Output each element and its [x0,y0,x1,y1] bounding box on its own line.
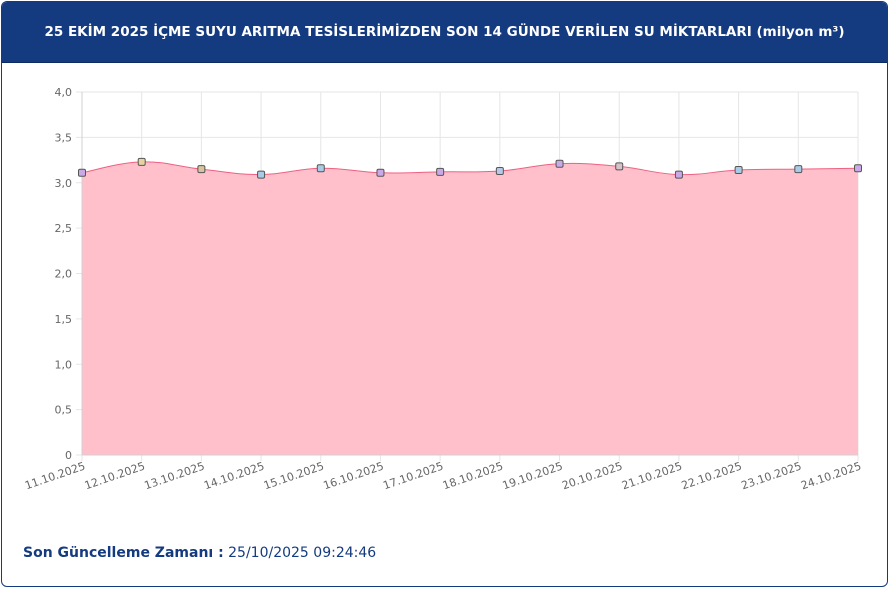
x-tick-label: 19.10.2025 [501,460,565,493]
x-tick-label: 20.10.2025 [560,460,624,493]
y-tick-label: 0 [65,449,72,462]
y-tick-label: 1,5 [55,313,73,326]
y-tick-label: 2,5 [55,222,73,235]
chart-header: 25 EKİM 2025 İÇME SUYU ARITMA TESİSLERİM… [2,2,887,63]
last-update-label: Son Güncelleme Zamanı : [23,545,224,561]
chart-title: 25 EKİM 2025 İÇME SUYU ARITMA TESİSLERİM… [44,24,845,40]
data-point [78,168,86,177]
y-tick-label: 3,0 [55,177,73,190]
data-point [257,170,266,179]
y-tick-label: 1,0 [55,358,73,371]
x-tick-label: 22.10.2025 [680,460,744,493]
series-line [81,161,859,176]
y-tick-label: 2,0 [55,268,73,281]
data-point [674,170,683,179]
y-tick-label: 0,5 [55,404,73,417]
x-tick-label: 17.10.2025 [381,460,445,493]
y-tick-label: 4,0 [55,86,73,99]
data-point [197,165,206,174]
series-area [82,161,858,455]
x-tick-label: 13.10.2025 [143,460,207,493]
x-tick-label: 24.10.2025 [799,460,863,493]
data-point [137,157,146,166]
data-point [794,165,803,174]
data-point [376,168,385,177]
data-point [555,159,564,168]
last-update: Son Güncelleme Zamanı : 25/10/2025 09:24… [23,545,376,561]
x-tick-label: 21.10.2025 [620,460,684,493]
x-tick-label: 16.10.2025 [322,460,386,493]
data-point [495,166,504,175]
x-tick-label: 23.10.2025 [739,460,803,493]
x-tick-label: 12.10.2025 [83,460,147,493]
x-tick-label: 14.10.2025 [202,460,266,493]
x-tick-label: 18.10.2025 [441,460,505,493]
data-point [854,164,862,173]
x-tick-label: 11.10.2025 [23,460,87,493]
y-tick-label: 3,5 [55,131,73,144]
x-tick-label: 15.10.2025 [262,460,326,493]
last-update-value: 25/10/2025 09:24:46 [228,545,377,561]
data-point [436,167,445,176]
data-point [615,162,624,171]
data-point [734,166,743,175]
data-point [316,164,325,173]
